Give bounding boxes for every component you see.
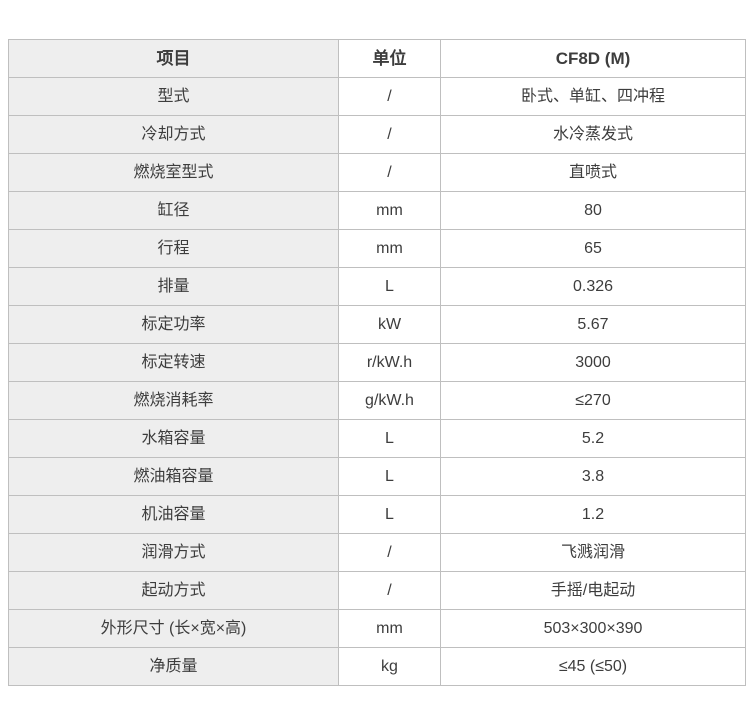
spec-item-label: 标定转速 [8, 343, 339, 382]
spec-value: 503×300×390 [440, 609, 746, 648]
spec-unit: L [338, 419, 441, 458]
spec-item-label: 燃烧室型式 [8, 153, 339, 192]
table-row: 机油容量 L 1.2 [8, 495, 746, 534]
spec-item-label: 型式 [8, 77, 339, 116]
spec-unit: / [338, 77, 441, 116]
table-row: 标定功率 kW 5.67 [8, 305, 746, 344]
spec-value: 0.326 [440, 267, 746, 306]
spec-unit: mm [338, 229, 441, 268]
spec-value: ≤45 (≤50) [440, 647, 746, 686]
spec-unit: L [338, 267, 441, 306]
spec-item-label: 净质量 [8, 647, 339, 686]
table-row: 燃烧消耗率 g/kW.h ≤270 [8, 381, 746, 420]
spec-table: 项目 单位 CF8D (M) 型式 / 卧式、单缸、四冲程 冷却方式 / 水冷蒸… [8, 39, 746, 686]
table-row: 水箱容量 L 5.2 [8, 419, 746, 458]
spec-value: 5.2 [440, 419, 746, 458]
spec-unit: kg [338, 647, 441, 686]
spec-item-label: 行程 [8, 229, 339, 268]
spec-item-label: 标定功率 [8, 305, 339, 344]
table-row: 燃油箱容量 L 3.8 [8, 457, 746, 496]
spec-unit: L [338, 457, 441, 496]
table-row: 润滑方式 / 飞溅润滑 [8, 533, 746, 572]
table-row: 冷却方式 / 水冷蒸发式 [8, 115, 746, 154]
header-item: 项目 [8, 39, 339, 78]
spec-unit: mm [338, 609, 441, 648]
spec-value: 水冷蒸发式 [440, 115, 746, 154]
header-unit: 单位 [338, 39, 441, 78]
spec-unit: L [338, 495, 441, 534]
spec-unit: g/kW.h [338, 381, 441, 420]
spec-unit: r/kW.h [338, 343, 441, 382]
spec-unit: / [338, 533, 441, 572]
spec-item-label: 水箱容量 [8, 419, 339, 458]
table-row: 外形尺寸 (长×宽×高) mm 503×300×390 [8, 609, 746, 648]
spec-value: 1.2 [440, 495, 746, 534]
header-model: CF8D (M) [440, 39, 746, 78]
spec-item-label: 外形尺寸 (长×宽×高) [8, 609, 339, 648]
spec-item-label: 燃油箱容量 [8, 457, 339, 496]
spec-item-label: 润滑方式 [8, 533, 339, 572]
spec-value: 卧式、单缸、四冲程 [440, 77, 746, 116]
spec-value: 飞溅润滑 [440, 533, 746, 572]
table-row: 净质量 kg ≤45 (≤50) [8, 647, 746, 686]
spec-value: 3000 [440, 343, 746, 382]
spec-unit: / [338, 115, 441, 154]
table-row: 标定转速 r/kW.h 3000 [8, 343, 746, 382]
spec-value: 直喷式 [440, 153, 746, 192]
spec-item-label: 冷却方式 [8, 115, 339, 154]
spec-value: 65 [440, 229, 746, 268]
spec-value: 5.67 [440, 305, 746, 344]
table-header-row: 项目 单位 CF8D (M) [8, 39, 746, 78]
spec-item-label: 起动方式 [8, 571, 339, 610]
spec-value: 手摇/电起动 [440, 571, 746, 610]
spec-item-label: 缸径 [8, 191, 339, 230]
table-row: 排量 L 0.326 [8, 267, 746, 306]
table-row: 起动方式 / 手摇/电起动 [8, 571, 746, 610]
spec-unit: kW [338, 305, 441, 344]
spec-unit: / [338, 153, 441, 192]
table-row: 型式 / 卧式、单缸、四冲程 [8, 77, 746, 116]
table-row: 行程 mm 65 [8, 229, 746, 268]
spec-unit: mm [338, 191, 441, 230]
spec-value: ≤270 [440, 381, 746, 420]
table-row: 缸径 mm 80 [8, 191, 746, 230]
spec-item-label: 机油容量 [8, 495, 339, 534]
spec-value: 3.8 [440, 457, 746, 496]
spec-unit: / [338, 571, 441, 610]
spec-item-label: 燃烧消耗率 [8, 381, 339, 420]
spec-table-container: 项目 单位 CF8D (M) 型式 / 卧式、单缸、四冲程 冷却方式 / 水冷蒸… [8, 39, 746, 686]
spec-value: 80 [440, 191, 746, 230]
spec-item-label: 排量 [8, 267, 339, 306]
table-row: 燃烧室型式 / 直喷式 [8, 153, 746, 192]
